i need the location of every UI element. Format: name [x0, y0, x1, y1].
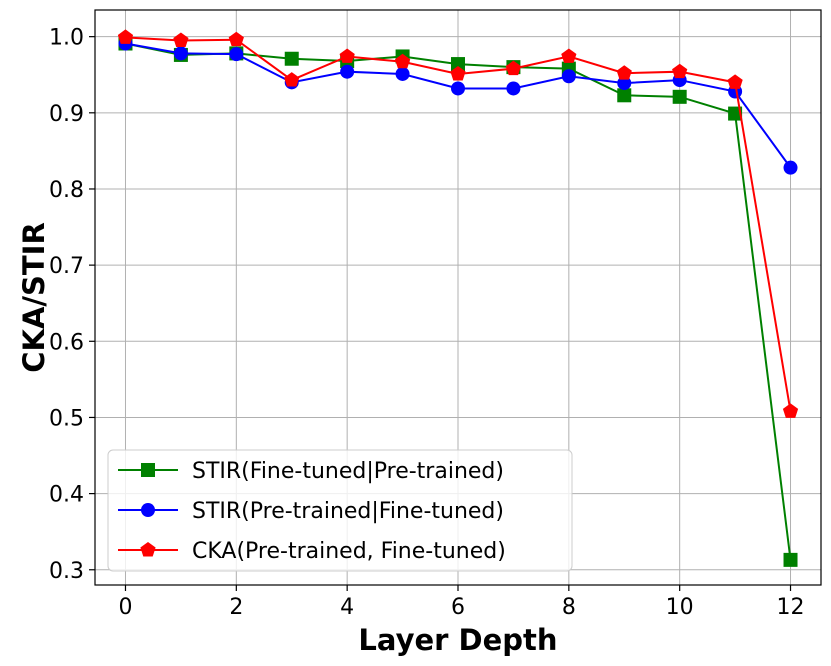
grid-lines: [95, 10, 821, 585]
data-point-pentagon: [616, 65, 632, 80]
data-point-pentagon: [782, 403, 799, 418]
x-tick-label: 2: [229, 595, 243, 620]
legend-box: [107, 449, 573, 572]
legend-item: STIR(Pre-trained|Fine-tuned): [118, 499, 504, 524]
y-tick-label: 0.6: [49, 330, 84, 355]
legend-item: STIR(Fine-tuned|Pre-trained): [118, 459, 504, 484]
data-point-circle: [229, 47, 244, 62]
data-point-circle: [783, 160, 798, 175]
y-tick-label: 0.9: [49, 102, 84, 127]
data-point-square: [451, 57, 465, 72]
x-tick-label: 4: [340, 595, 354, 620]
data-point-circle: [395, 66, 410, 81]
data-point-square: [617, 88, 632, 103]
data-point-square: [728, 106, 743, 121]
x-tick-label: 6: [451, 595, 465, 620]
data-point-pentagon: [394, 53, 411, 69]
legend-label: STIR(Fine-tuned|Pre-trained): [192, 459, 504, 484]
axis-ticks: 0 2 4 6 8 10 12 0.3 0.4 0.5 0.6 0.7 0.8 0.9 1.0: [49, 26, 805, 620]
data-point-pentagon: [339, 48, 355, 63]
y-tick-label: 0.4: [49, 483, 84, 508]
series-3: [117, 29, 799, 418]
legend-marker-circle: [141, 503, 155, 517]
data-point-circle: [561, 69, 576, 84]
data-point-pentagon: [117, 29, 134, 44]
y-tick-label: 0.8: [49, 178, 84, 203]
data-point-circle: [451, 81, 465, 96]
legend-label: CKA(Pre-trained, Fine-tuned): [192, 539, 506, 564]
data-point-circle: [506, 81, 521, 96]
x-tick-label: 10: [666, 595, 694, 620]
x-tick-label: 0: [118, 595, 132, 620]
legend-item: CKA(Pre-trained, Fine-tuned): [118, 539, 506, 564]
legend-label: STIR(Pre-trained|Fine-tuned): [192, 499, 504, 524]
data-point-pentagon: [228, 31, 244, 47]
data-point-square: [672, 89, 687, 104]
data-point-square: [783, 552, 798, 567]
data-point-pentagon: [173, 32, 189, 47]
legend: STIR(Fine-tuned|Pre-trained) STIR(Pre-tra…: [107, 449, 573, 572]
legend-marker-square: [141, 463, 155, 477]
series-lines: [117, 29, 799, 567]
data-point-circle: [340, 64, 355, 79]
y-axis-label: CKA/STIR: [17, 222, 51, 373]
y-tick-label: 1.0: [49, 26, 84, 51]
y-tick-label: 0.5: [49, 406, 84, 431]
data-point-pentagon: [727, 74, 743, 89]
y-tick-label: 0.3: [49, 559, 84, 584]
data-point-circle: [173, 46, 188, 61]
data-point-pentagon: [561, 48, 577, 63]
legend-marker-pentagon: [140, 542, 156, 557]
x-axis-label: Layer Depth: [358, 623, 557, 657]
y-tick-label: 0.7: [49, 254, 84, 279]
x-tick-label: 8: [562, 595, 576, 620]
data-point-pentagon: [505, 60, 522, 76]
data-point-pentagon: [672, 63, 688, 79]
data-point-pentagon: [450, 65, 466, 81]
data-point-pentagon: [284, 72, 300, 87]
data-point-square: [284, 51, 299, 66]
x-tick-label: 12: [777, 595, 805, 620]
